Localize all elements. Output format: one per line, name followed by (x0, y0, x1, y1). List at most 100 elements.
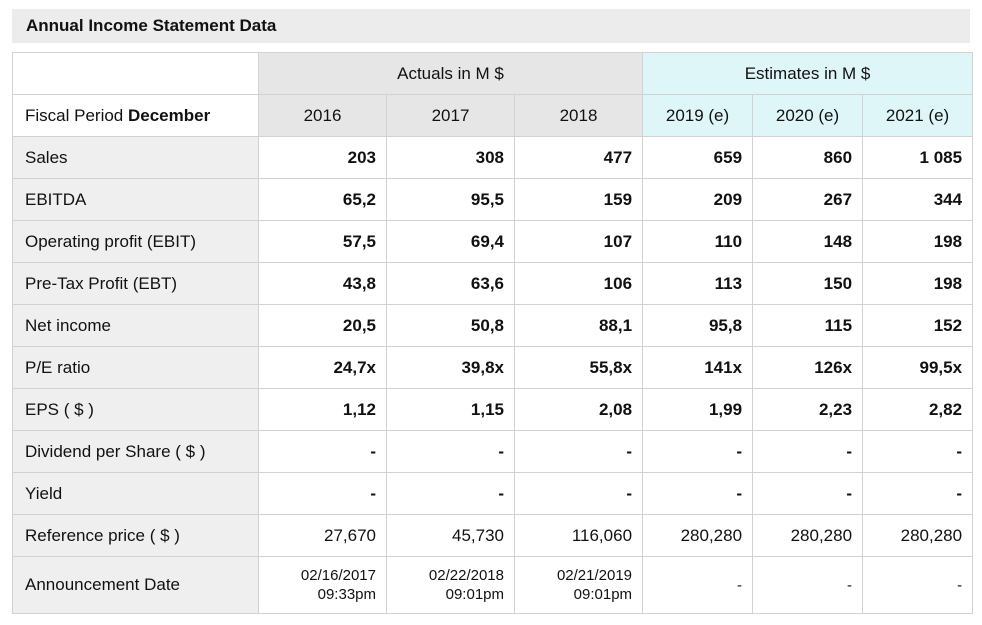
row-value: 141x (642, 346, 754, 389)
row-label: Dividend per Share ( $ ) (12, 430, 259, 473)
announcement-date: 02/22/2018 (428, 567, 504, 584)
table-row: Reference price ( $ ) 27,670 45,730 116,060… (12, 514, 974, 557)
row-value: - (513, 430, 644, 473)
row-value: 65,2 (258, 178, 387, 221)
row-value: 1,12 (258, 388, 387, 431)
income-statement-table: Actuals in M $ Estimates in M $ Fiscal P… (12, 52, 974, 614)
announcement-time: 09:01pm (445, 586, 504, 603)
row-value: 1,15 (386, 388, 515, 431)
row-value: - (258, 472, 387, 515)
row-value: 150 (752, 262, 864, 305)
fiscal-period-month: December (128, 105, 211, 125)
table-row: Operating profit (EBIT) 57,5 69,4 107 110 148… (12, 220, 974, 263)
row-value: 50,8 (386, 304, 515, 347)
row-value: 148 (752, 220, 864, 263)
row-value: 107 (513, 220, 644, 263)
table-row: P/E ratio 24,7x 39,8x 55,8x 141x 126x 99,5x (12, 346, 974, 389)
announcement-date: 02/16/2017 (300, 567, 376, 584)
year-header: 2020 (e) (752, 94, 864, 137)
announcement-date-cell: - (862, 556, 974, 614)
announcement-date: - (847, 576, 853, 594)
row-value: 198 (862, 262, 974, 305)
row-label: EBITDA (12, 178, 259, 221)
row-value: - (386, 430, 515, 473)
row-label: Yield (12, 472, 259, 515)
year-header: 2021 (e) (862, 94, 974, 137)
announcement-date-cell: 02/21/2019 09:01pm (513, 556, 644, 614)
announcement-time: 09:33pm (317, 586, 376, 603)
row-value: 116,060 (513, 514, 644, 557)
row-value: 126x (752, 346, 864, 389)
panel-title: Annual Income Statement Data (12, 9, 970, 43)
row-value: 99,5x (862, 346, 974, 389)
row-value: 203 (258, 136, 387, 179)
row-value: 45,730 (386, 514, 515, 557)
row-value: 477 (513, 136, 644, 179)
row-value: 69,4 (386, 220, 515, 263)
row-value: 95,8 (642, 304, 754, 347)
row-value: 198 (862, 220, 974, 263)
announcement-date-cell: 02/22/2018 09:01pm (386, 556, 515, 614)
estimates-header: Estimates in M $ (642, 52, 974, 95)
announcement-date-cell: - (642, 556, 754, 614)
row-value: - (642, 472, 754, 515)
table-row: Yield - - - - - - (12, 472, 974, 515)
year-header-row: Fiscal Period December 2016 2017 2018 20… (12, 94, 974, 137)
row-value: 280,280 (752, 514, 864, 557)
blank-corner (12, 52, 259, 95)
row-value: 2,23 (752, 388, 864, 431)
row-value: 2,82 (862, 388, 974, 431)
row-value: 106 (513, 262, 644, 305)
row-label: EPS ( $ ) (12, 388, 259, 431)
row-label: Announcement Date (12, 556, 259, 614)
row-value: 88,1 (513, 304, 644, 347)
row-label: Net income (12, 304, 259, 347)
table-row: Pre-Tax Profit (EBT) 43,8 63,6 106 113 150 198 (12, 262, 974, 305)
row-value: - (752, 430, 864, 473)
fiscal-period-label: Fiscal Period December (12, 94, 259, 137)
row-value: - (862, 472, 974, 515)
row-value: 267 (752, 178, 864, 221)
row-label: Sales (12, 136, 259, 179)
row-value: - (386, 472, 515, 515)
row-value: 43,8 (258, 262, 387, 305)
row-value: 39,8x (386, 346, 515, 389)
row-value: - (642, 430, 754, 473)
row-label: P/E ratio (12, 346, 259, 389)
row-label: Reference price ( $ ) (12, 514, 259, 557)
table-row: EBITDA 65,2 95,5 159 209 267 344 (12, 178, 974, 221)
announcement-date: - (737, 576, 743, 594)
year-header: 2019 (e) (642, 94, 754, 137)
year-header: 2017 (386, 94, 515, 137)
row-value: 159 (513, 178, 644, 221)
row-value: 308 (386, 136, 515, 179)
row-value: - (752, 472, 864, 515)
row-value: - (258, 430, 387, 473)
announcement-date-cell: - (752, 556, 864, 614)
row-value: 20,5 (258, 304, 387, 347)
table-row: Dividend per Share ( $ ) - - - - - - (12, 430, 974, 473)
row-value: 27,670 (258, 514, 387, 557)
row-label: Pre-Tax Profit (EBT) (12, 262, 259, 305)
announcement-row: Announcement Date 02/16/2017 09:33pm 02/22/… (12, 556, 974, 614)
row-value: 1 085 (862, 136, 974, 179)
table-row: Net income 20,5 50,8 88,1 95,8 115 152 (12, 304, 974, 347)
row-value: 110 (642, 220, 754, 263)
row-value: 209 (642, 178, 754, 221)
row-value: 95,5 (386, 178, 515, 221)
table-row: EPS ( $ ) 1,12 1,15 2,08 1,99 2,23 2,82 (12, 388, 974, 431)
row-value: 2,08 (513, 388, 644, 431)
row-value: 280,280 (862, 514, 974, 557)
announcement-date-cell: 02/16/2017 09:33pm (258, 556, 387, 614)
row-value: - (513, 472, 644, 515)
announcement-time: 09:01pm (573, 586, 633, 603)
row-value: 280,280 (642, 514, 754, 557)
fiscal-period-text: Fiscal Period (25, 105, 124, 125)
table-row: Sales 203 308 477 659 860 1 085 (12, 136, 974, 179)
row-value: 860 (752, 136, 864, 179)
row-value: 113 (642, 262, 754, 305)
row-value: 659 (642, 136, 754, 179)
row-value: 55,8x (513, 346, 644, 389)
row-value: 57,5 (258, 220, 387, 263)
row-value: 63,6 (386, 262, 515, 305)
